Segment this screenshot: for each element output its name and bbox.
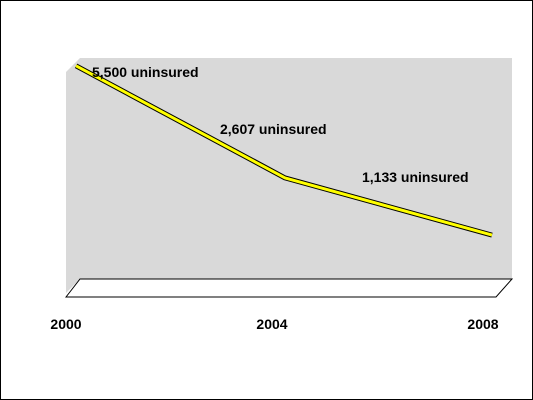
- chart-side-wall: [66, 58, 80, 293]
- x-tick-label-2008: 2008: [467, 316, 498, 332]
- data-label-2004: 2,607 uninsured: [220, 121, 327, 137]
- chart-floor: [64, 278, 514, 298]
- data-label-2000: 5,500 uninsured: [92, 64, 199, 80]
- chart-back-wall: [80, 58, 512, 279]
- x-tick-label-2004: 2004: [256, 316, 287, 332]
- data-label-2008: 1,133 uninsured: [362, 169, 469, 185]
- x-tick-label-2000: 2000: [50, 316, 81, 332]
